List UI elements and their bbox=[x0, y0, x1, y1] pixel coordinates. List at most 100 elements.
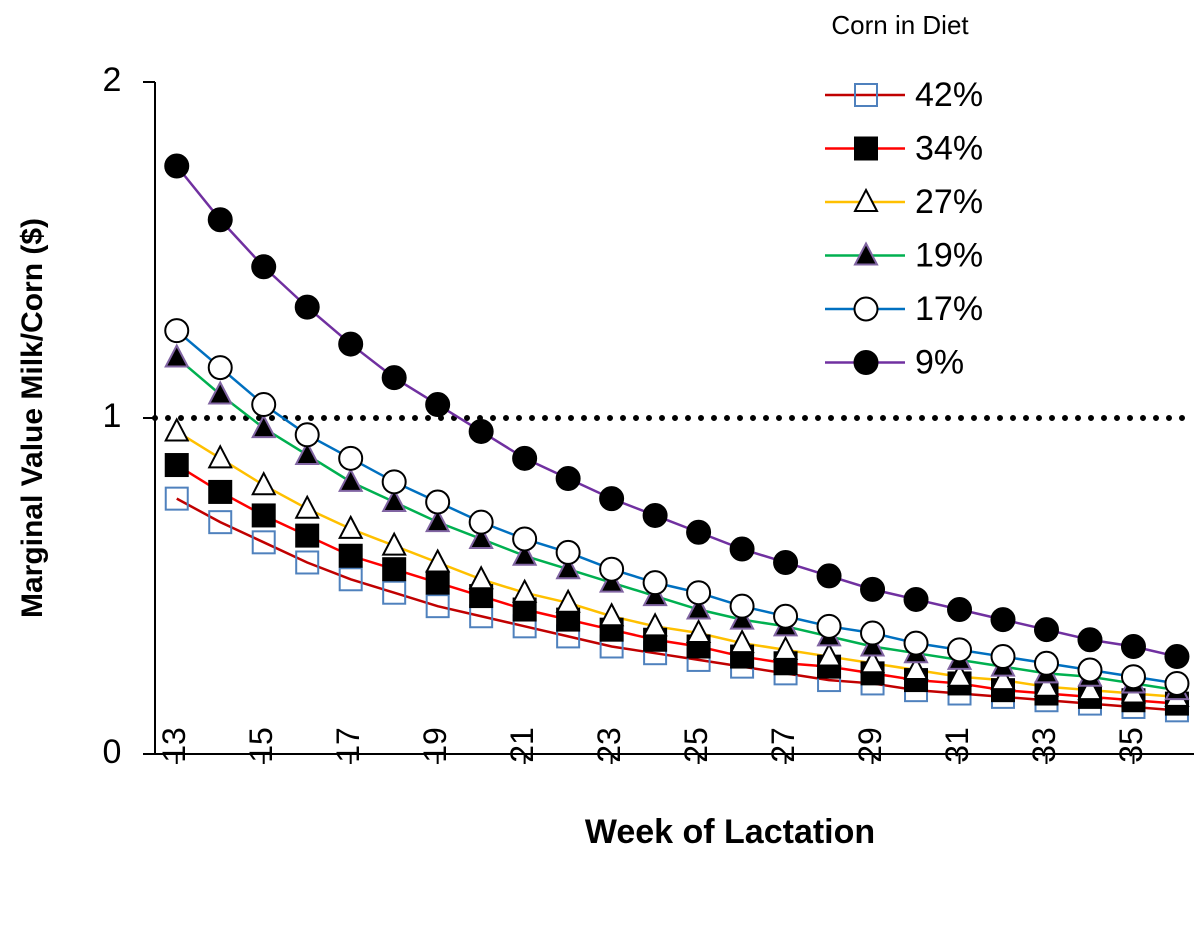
legend-marker bbox=[853, 350, 879, 375]
data-point bbox=[468, 565, 494, 590]
data-point bbox=[642, 570, 668, 596]
data-point bbox=[251, 530, 276, 555]
data-point bbox=[251, 471, 277, 496]
data-point bbox=[207, 380, 233, 405]
data-point bbox=[685, 595, 712, 620]
x-tick-label: 19 bbox=[417, 727, 453, 763]
y-tick-label: 1 bbox=[103, 397, 122, 435]
data-point bbox=[338, 567, 363, 592]
x-tick-label: 25 bbox=[678, 727, 714, 763]
legend-label: 34% bbox=[915, 129, 983, 167]
data-point bbox=[251, 254, 277, 280]
data-point bbox=[382, 557, 407, 582]
data-point bbox=[164, 153, 190, 179]
data-point bbox=[251, 392, 277, 418]
data-point bbox=[425, 489, 451, 515]
data-point bbox=[512, 526, 538, 552]
data-point bbox=[1077, 676, 1103, 701]
data-point bbox=[990, 665, 1016, 691]
data-point bbox=[642, 612, 668, 637]
data-point bbox=[1033, 672, 1060, 697]
data-point bbox=[555, 588, 581, 613]
data-point bbox=[816, 613, 842, 639]
x-tick-label: 13 bbox=[156, 727, 192, 763]
legend-label: 19% bbox=[915, 236, 983, 274]
x-tick-label: 15 bbox=[243, 727, 279, 763]
data-point bbox=[381, 469, 407, 495]
data-point bbox=[1077, 627, 1103, 653]
data-point bbox=[1033, 617, 1059, 643]
y-tick-label: 0 bbox=[103, 733, 122, 771]
data-point bbox=[816, 563, 842, 589]
data-point bbox=[947, 597, 973, 623]
data-point bbox=[425, 570, 450, 595]
legend-marker bbox=[853, 241, 879, 266]
data-point bbox=[207, 207, 233, 233]
data-point bbox=[773, 549, 799, 575]
series-line bbox=[176, 497, 1178, 712]
data-point bbox=[207, 444, 233, 469]
data-point bbox=[773, 603, 799, 629]
data-point bbox=[338, 543, 363, 568]
data-point bbox=[599, 556, 625, 582]
data-point bbox=[164, 453, 189, 478]
data-point bbox=[729, 536, 755, 562]
data-point bbox=[207, 355, 233, 381]
data-point bbox=[338, 514, 364, 539]
data-point bbox=[425, 548, 451, 573]
data-point bbox=[295, 550, 320, 575]
data-point bbox=[164, 318, 190, 344]
legend-label: 9% bbox=[915, 343, 964, 381]
data-point bbox=[1033, 650, 1059, 676]
data-point bbox=[642, 502, 668, 528]
data-point bbox=[164, 417, 190, 442]
data-point bbox=[425, 392, 451, 418]
x-tick-label: 35 bbox=[1113, 727, 1149, 763]
data-point bbox=[859, 649, 886, 674]
data-point bbox=[555, 555, 581, 580]
data-point bbox=[511, 541, 538, 566]
data-point bbox=[686, 519, 712, 545]
legend-label: 42% bbox=[915, 76, 983, 114]
data-point bbox=[251, 413, 277, 439]
data-point bbox=[425, 594, 450, 619]
data-point bbox=[1120, 633, 1146, 659]
data-point bbox=[381, 365, 407, 391]
data-point bbox=[425, 508, 451, 533]
y-tick-label: 2 bbox=[103, 61, 122, 99]
data-point bbox=[555, 539, 581, 565]
data-point bbox=[729, 593, 755, 619]
data-point bbox=[295, 523, 320, 548]
data-point bbox=[860, 576, 886, 602]
legend-marker bbox=[854, 136, 878, 161]
x-axis-title: Week of Lactation bbox=[585, 813, 875, 851]
data-point bbox=[468, 418, 494, 444]
data-point bbox=[1120, 664, 1146, 690]
data-point bbox=[598, 602, 625, 627]
data-point bbox=[860, 620, 886, 646]
data-point bbox=[816, 642, 842, 667]
data-point bbox=[772, 635, 799, 660]
data-point bbox=[468, 509, 494, 535]
data-point bbox=[251, 503, 276, 528]
x-tick-label: 21 bbox=[504, 727, 540, 763]
data-point bbox=[381, 531, 407, 556]
data-point bbox=[990, 607, 1016, 633]
data-point bbox=[1164, 670, 1190, 696]
data-point bbox=[903, 586, 929, 612]
x-tick-label: 23 bbox=[591, 727, 627, 763]
x-tick-label: 33 bbox=[1026, 727, 1062, 763]
legend-label: 17% bbox=[915, 290, 983, 328]
x-tick-label: 27 bbox=[765, 727, 801, 763]
data-point bbox=[294, 440, 320, 465]
data-point bbox=[512, 445, 538, 471]
data-point bbox=[686, 580, 712, 606]
data-point bbox=[1164, 644, 1190, 670]
data-point bbox=[946, 662, 973, 687]
data-point bbox=[599, 486, 625, 512]
legend-label: 27% bbox=[915, 183, 983, 221]
data-point bbox=[164, 486, 189, 511]
data-point bbox=[338, 445, 364, 471]
data-point bbox=[164, 343, 190, 368]
